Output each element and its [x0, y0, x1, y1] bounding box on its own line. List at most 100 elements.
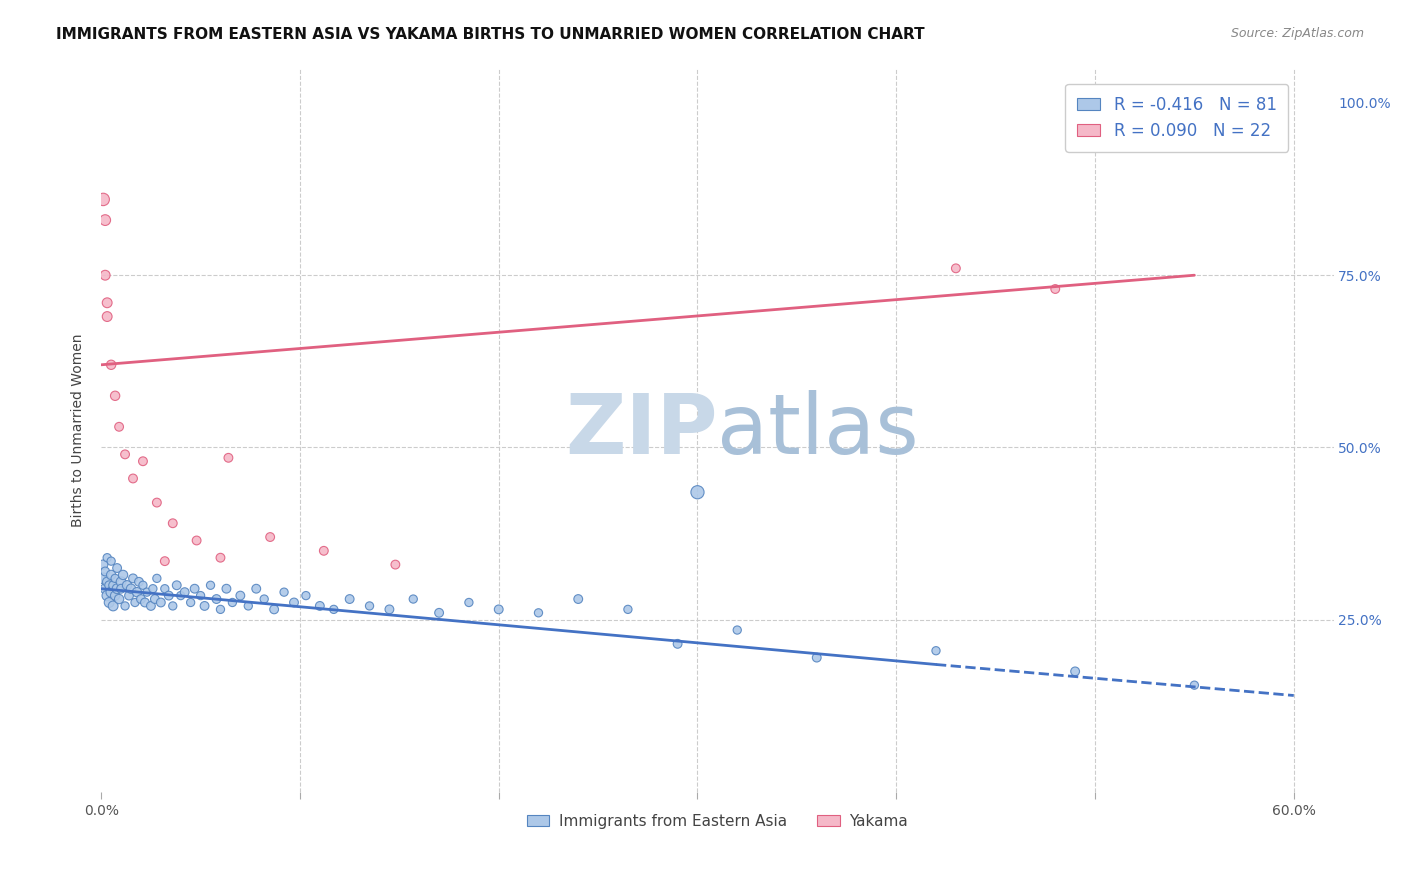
Point	[149, 595, 172, 609]
Point	[180, 595, 202, 609]
Point	[162, 516, 184, 531]
Point	[378, 602, 401, 616]
Point	[173, 585, 195, 599]
Point	[108, 419, 131, 434]
Point	[245, 582, 267, 596]
Point	[122, 471, 145, 485]
Point	[166, 578, 188, 592]
Point	[273, 585, 295, 599]
Point	[146, 571, 169, 585]
Point	[120, 582, 142, 596]
Point	[146, 495, 169, 509]
Point	[100, 585, 122, 599]
Point	[104, 589, 127, 603]
Point	[359, 599, 381, 613]
Text: IMMIGRANTS FROM EASTERN ASIA VS YAKAMA BIRTHS TO UNMARRIED WOMEN CORRELATION CHA: IMMIGRANTS FROM EASTERN ASIA VS YAKAMA B…	[56, 27, 925, 42]
Point	[209, 550, 232, 565]
Point	[122, 571, 145, 585]
Point	[253, 592, 276, 607]
Point	[96, 295, 118, 310]
Point	[193, 599, 215, 613]
Y-axis label: Births to Unmarried Women: Births to Unmarried Women	[72, 334, 86, 527]
Point	[104, 389, 127, 403]
Point	[118, 589, 141, 603]
Point	[105, 561, 128, 575]
Point	[322, 602, 344, 616]
Point	[162, 599, 184, 613]
Point	[153, 554, 176, 568]
Point	[283, 595, 305, 609]
Point	[221, 595, 243, 609]
Text: Source: ZipAtlas.com: Source: ZipAtlas.com	[1230, 27, 1364, 40]
Point	[94, 213, 117, 227]
Point	[110, 582, 132, 596]
Point	[91, 558, 114, 572]
Point	[205, 592, 228, 607]
Point	[96, 310, 118, 324]
Point	[402, 592, 425, 607]
Point	[96, 550, 118, 565]
Point	[209, 602, 232, 616]
Point	[101, 578, 124, 592]
Point	[217, 450, 239, 465]
Point	[295, 589, 318, 603]
Point	[105, 582, 128, 596]
Point	[114, 599, 136, 613]
Point	[98, 595, 121, 609]
Text: atlas: atlas	[717, 390, 920, 471]
Point	[96, 589, 118, 603]
Point	[114, 447, 136, 461]
Point	[142, 582, 165, 596]
Point	[427, 606, 450, 620]
Point	[100, 568, 122, 582]
Point	[157, 589, 180, 603]
Point	[132, 578, 155, 592]
Point	[170, 589, 193, 603]
Point	[132, 454, 155, 468]
Point	[100, 554, 122, 568]
Point	[186, 533, 208, 548]
Point	[101, 599, 124, 613]
Point	[108, 592, 131, 607]
Point	[238, 599, 260, 613]
Point	[567, 592, 589, 607]
Point	[124, 595, 146, 609]
Point	[527, 606, 550, 620]
Point	[384, 558, 406, 572]
Point	[183, 582, 205, 596]
Point	[1045, 282, 1067, 296]
Point	[143, 592, 166, 607]
Point	[128, 574, 150, 589]
Point	[617, 602, 640, 616]
Point	[96, 574, 118, 589]
Point	[229, 589, 252, 603]
Point	[488, 602, 510, 616]
Point	[94, 565, 117, 579]
Point	[100, 358, 122, 372]
Point	[339, 592, 361, 607]
Point	[115, 578, 138, 592]
Point	[259, 530, 281, 544]
Point	[200, 578, 222, 592]
Point	[134, 595, 156, 609]
Point	[666, 637, 689, 651]
Point	[91, 193, 114, 207]
Point	[153, 582, 176, 596]
Point	[263, 602, 285, 616]
Point	[458, 595, 481, 609]
Point	[94, 582, 117, 596]
Point	[91, 571, 114, 585]
Point	[139, 599, 162, 613]
Point	[110, 574, 132, 589]
Point	[945, 261, 967, 276]
Point	[1064, 665, 1087, 679]
Point	[129, 592, 152, 607]
Point	[98, 578, 121, 592]
Point	[806, 650, 828, 665]
Point	[312, 544, 335, 558]
Point	[104, 571, 127, 585]
Point	[125, 585, 148, 599]
Point	[686, 485, 709, 500]
Point	[112, 568, 135, 582]
Point	[135, 585, 157, 599]
